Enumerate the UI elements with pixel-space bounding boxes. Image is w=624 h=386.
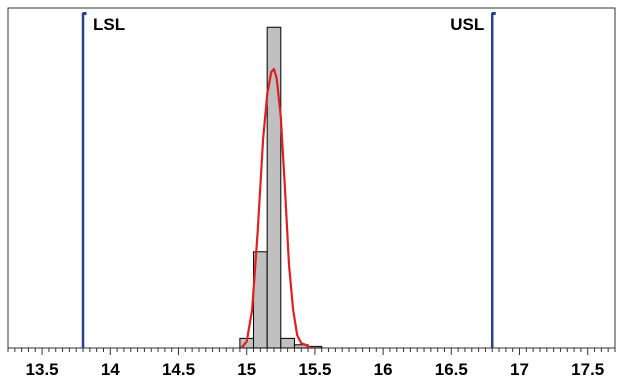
histogram-bar-2: [266, 26, 282, 349]
x-tick-label: 17.5: [571, 360, 604, 379]
usl-marker: [491, 12, 496, 15]
spec-limits: LSL USL: [81, 12, 496, 348]
density-curve: [240, 67, 312, 349]
x-tick-label: 15.5: [298, 360, 331, 379]
x-axis: 13.5 14 14.5 15 15.5 16 16.5 17 17.5: [7, 348, 616, 379]
histogram-bar-3: [280, 337, 295, 349]
x-tick-label: 16.5: [435, 360, 468, 379]
x-tick-label: 16: [374, 360, 393, 379]
x-tick-label: 14: [101, 360, 120, 379]
usl-label: USL: [450, 15, 484, 34]
x-tick-label: 13.5: [26, 360, 59, 379]
x-tick-label: 15: [237, 360, 256, 379]
x-tick-label: 14.5: [162, 360, 195, 379]
density-curve-group: [240, 67, 312, 349]
x-tick-label: 17: [510, 360, 529, 379]
lsl-label: LSL: [93, 15, 125, 34]
lsl-marker: [82, 12, 87, 15]
plot-frame: [7, 7, 616, 349]
